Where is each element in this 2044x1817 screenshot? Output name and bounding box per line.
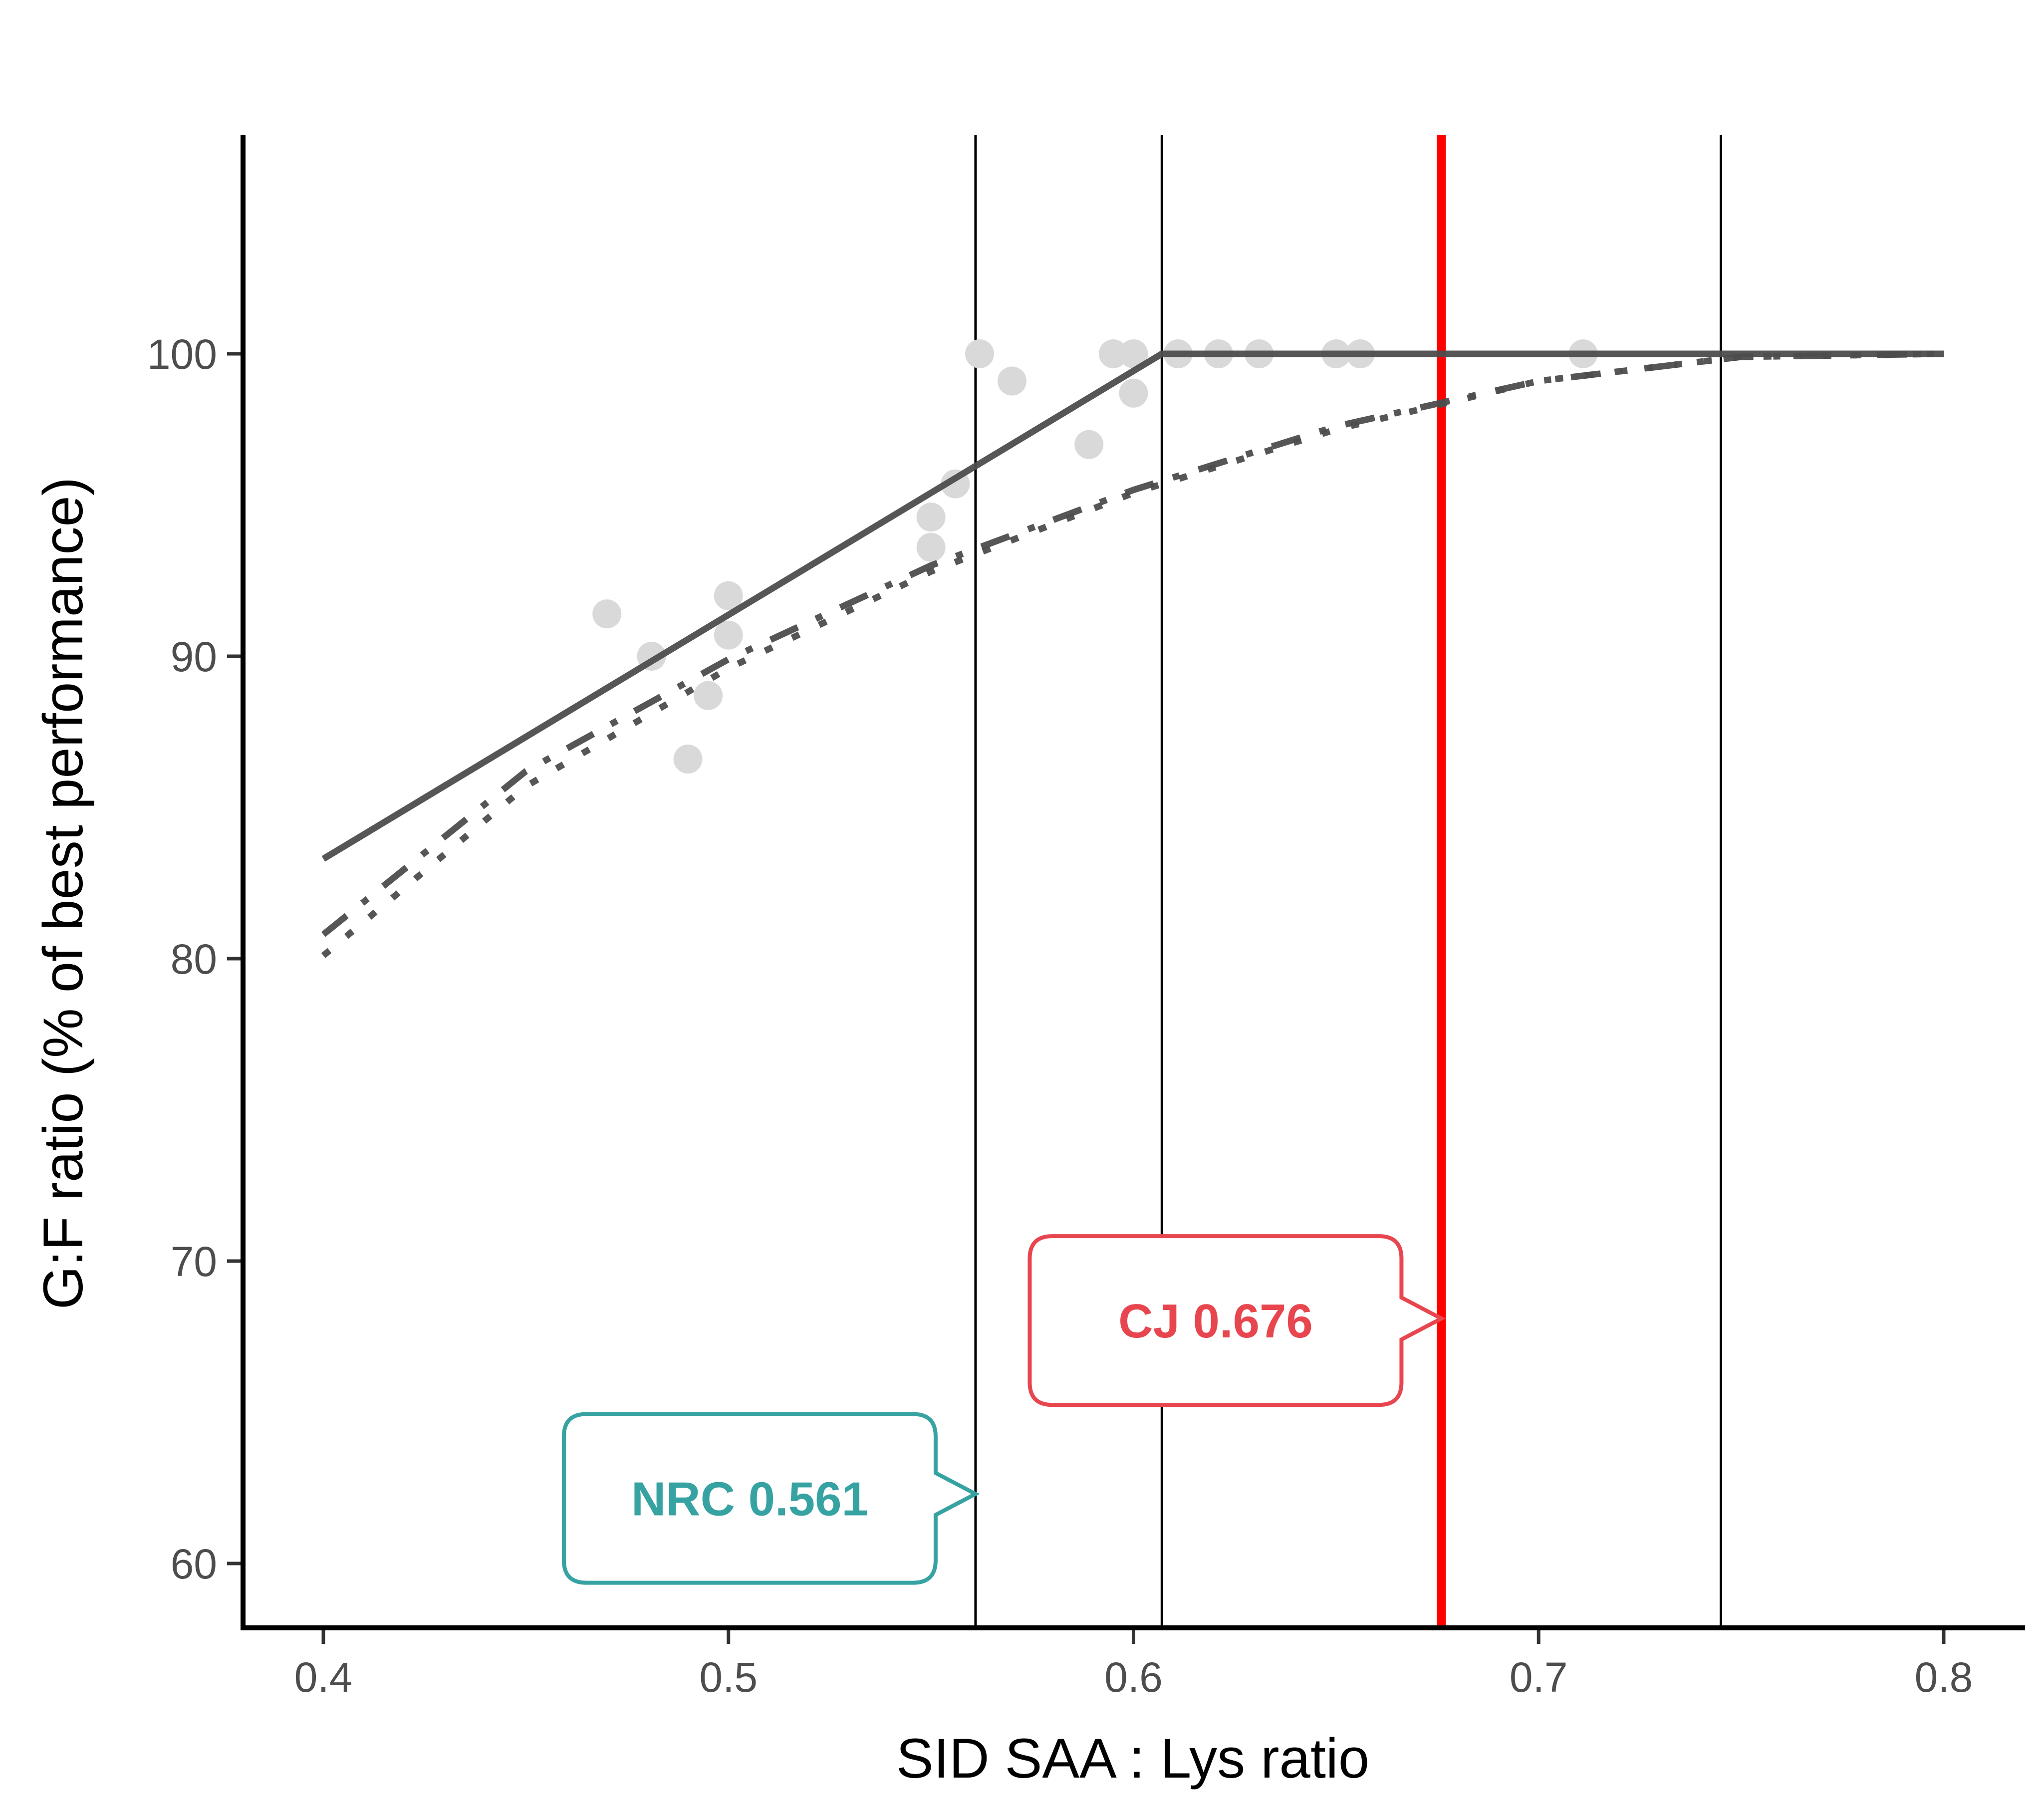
series-broken-line: [321, 350, 1944, 862]
x-tick-label: 0.5: [699, 1654, 758, 1701]
fitted-lines: [321, 350, 1944, 958]
x-tick-label: 0.8: [1915, 1654, 1973, 1701]
data-point: [965, 339, 995, 368]
data-point: [997, 366, 1026, 396]
data-points: [592, 339, 1598, 774]
nrc-callout: NRC 0.561: [561, 1412, 980, 1585]
x-axis-ticks: 0.4 0.5 0.6 0.7 0.8: [294, 1630, 1973, 1701]
data-point: [1074, 430, 1104, 459]
y-tick-label: 70: [171, 1238, 217, 1285]
series-curvilinear-dotted: [321, 350, 1944, 958]
x-tick-label: 0.6: [1104, 1654, 1163, 1701]
data-point: [1119, 339, 1148, 368]
nrc-callout-label: NRC 0.561: [631, 1473, 868, 1526]
nrc-callout-box: [561, 1412, 980, 1585]
data-point: [714, 620, 743, 650]
cj-callout: CJ 0.676: [1027, 1234, 1446, 1407]
data-point: [916, 532, 946, 562]
cj-callout-box: [1027, 1234, 1446, 1407]
callouts: NRC 0.561 CJ 0.676: [561, 1234, 1446, 1585]
data-point: [916, 503, 946, 532]
axes: [241, 135, 2025, 1630]
cj-callout-label: CJ 0.676: [1118, 1295, 1313, 1348]
y-tick-label: 90: [171, 633, 217, 680]
data-point: [592, 599, 622, 629]
y-tick-label: 100: [147, 331, 217, 378]
y-axis-ticks: 60 70 80 90 100: [147, 331, 241, 1587]
x-tick-label: 0.7: [1510, 1654, 1568, 1701]
data-point: [694, 681, 723, 710]
x-tick-label: 0.4: [294, 1654, 353, 1701]
data-point: [714, 581, 743, 610]
y-tick-label: 80: [171, 936, 217, 983]
y-axis-title: G:F ratio (% of best performance): [32, 477, 94, 1309]
y-tick-label: 60: [171, 1541, 217, 1587]
data-point: [1098, 339, 1128, 368]
x-axis-title: SID SAA : Lys ratio: [896, 1727, 1369, 1790]
data-point: [673, 745, 703, 774]
series-curvilinear-dashdot: [321, 350, 1944, 937]
data-point: [1119, 378, 1148, 408]
